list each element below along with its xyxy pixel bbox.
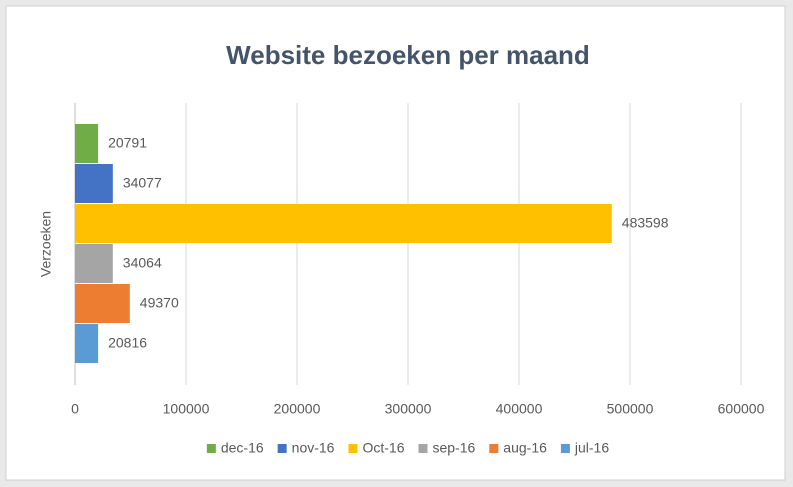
data-label: 20791 bbox=[108, 135, 147, 151]
bar bbox=[75, 244, 113, 283]
bar bbox=[75, 204, 612, 243]
chart-title: Website bezoeken per maand bbox=[226, 40, 590, 70]
data-label: 483598 bbox=[622, 215, 669, 231]
legend-marker bbox=[277, 444, 287, 453]
legend-label: nov-16 bbox=[292, 440, 335, 456]
legend-label: Oct-16 bbox=[362, 440, 404, 456]
legend-marker bbox=[348, 444, 358, 453]
y-tick-label: Verzoeken bbox=[38, 211, 54, 277]
legend-label: aug-16 bbox=[503, 440, 547, 456]
x-tick-label: 500000 bbox=[607, 401, 654, 417]
legend-marker bbox=[206, 444, 216, 453]
legend-marker bbox=[560, 444, 570, 453]
bar bbox=[75, 324, 99, 363]
data-label: 49370 bbox=[140, 295, 179, 311]
legend-marker bbox=[418, 444, 428, 453]
data-label: 34064 bbox=[123, 255, 162, 271]
x-tick-label: 200000 bbox=[274, 401, 321, 417]
x-tick-label: 300000 bbox=[385, 401, 432, 417]
bar bbox=[75, 124, 99, 163]
x-tick-label: 0 bbox=[71, 401, 79, 417]
x-tick-label: 600000 bbox=[718, 401, 765, 417]
legend-marker bbox=[489, 444, 499, 453]
x-tick-label: 100000 bbox=[163, 401, 210, 417]
data-label: 34077 bbox=[123, 175, 162, 191]
bar bbox=[75, 284, 130, 323]
bar bbox=[75, 164, 113, 203]
legend-label: jul-16 bbox=[574, 440, 609, 456]
x-tick-label: 400000 bbox=[496, 401, 543, 417]
data-label: 20816 bbox=[108, 335, 147, 351]
legend-label: sep-16 bbox=[432, 440, 475, 456]
legend-label: dec-16 bbox=[221, 440, 264, 456]
